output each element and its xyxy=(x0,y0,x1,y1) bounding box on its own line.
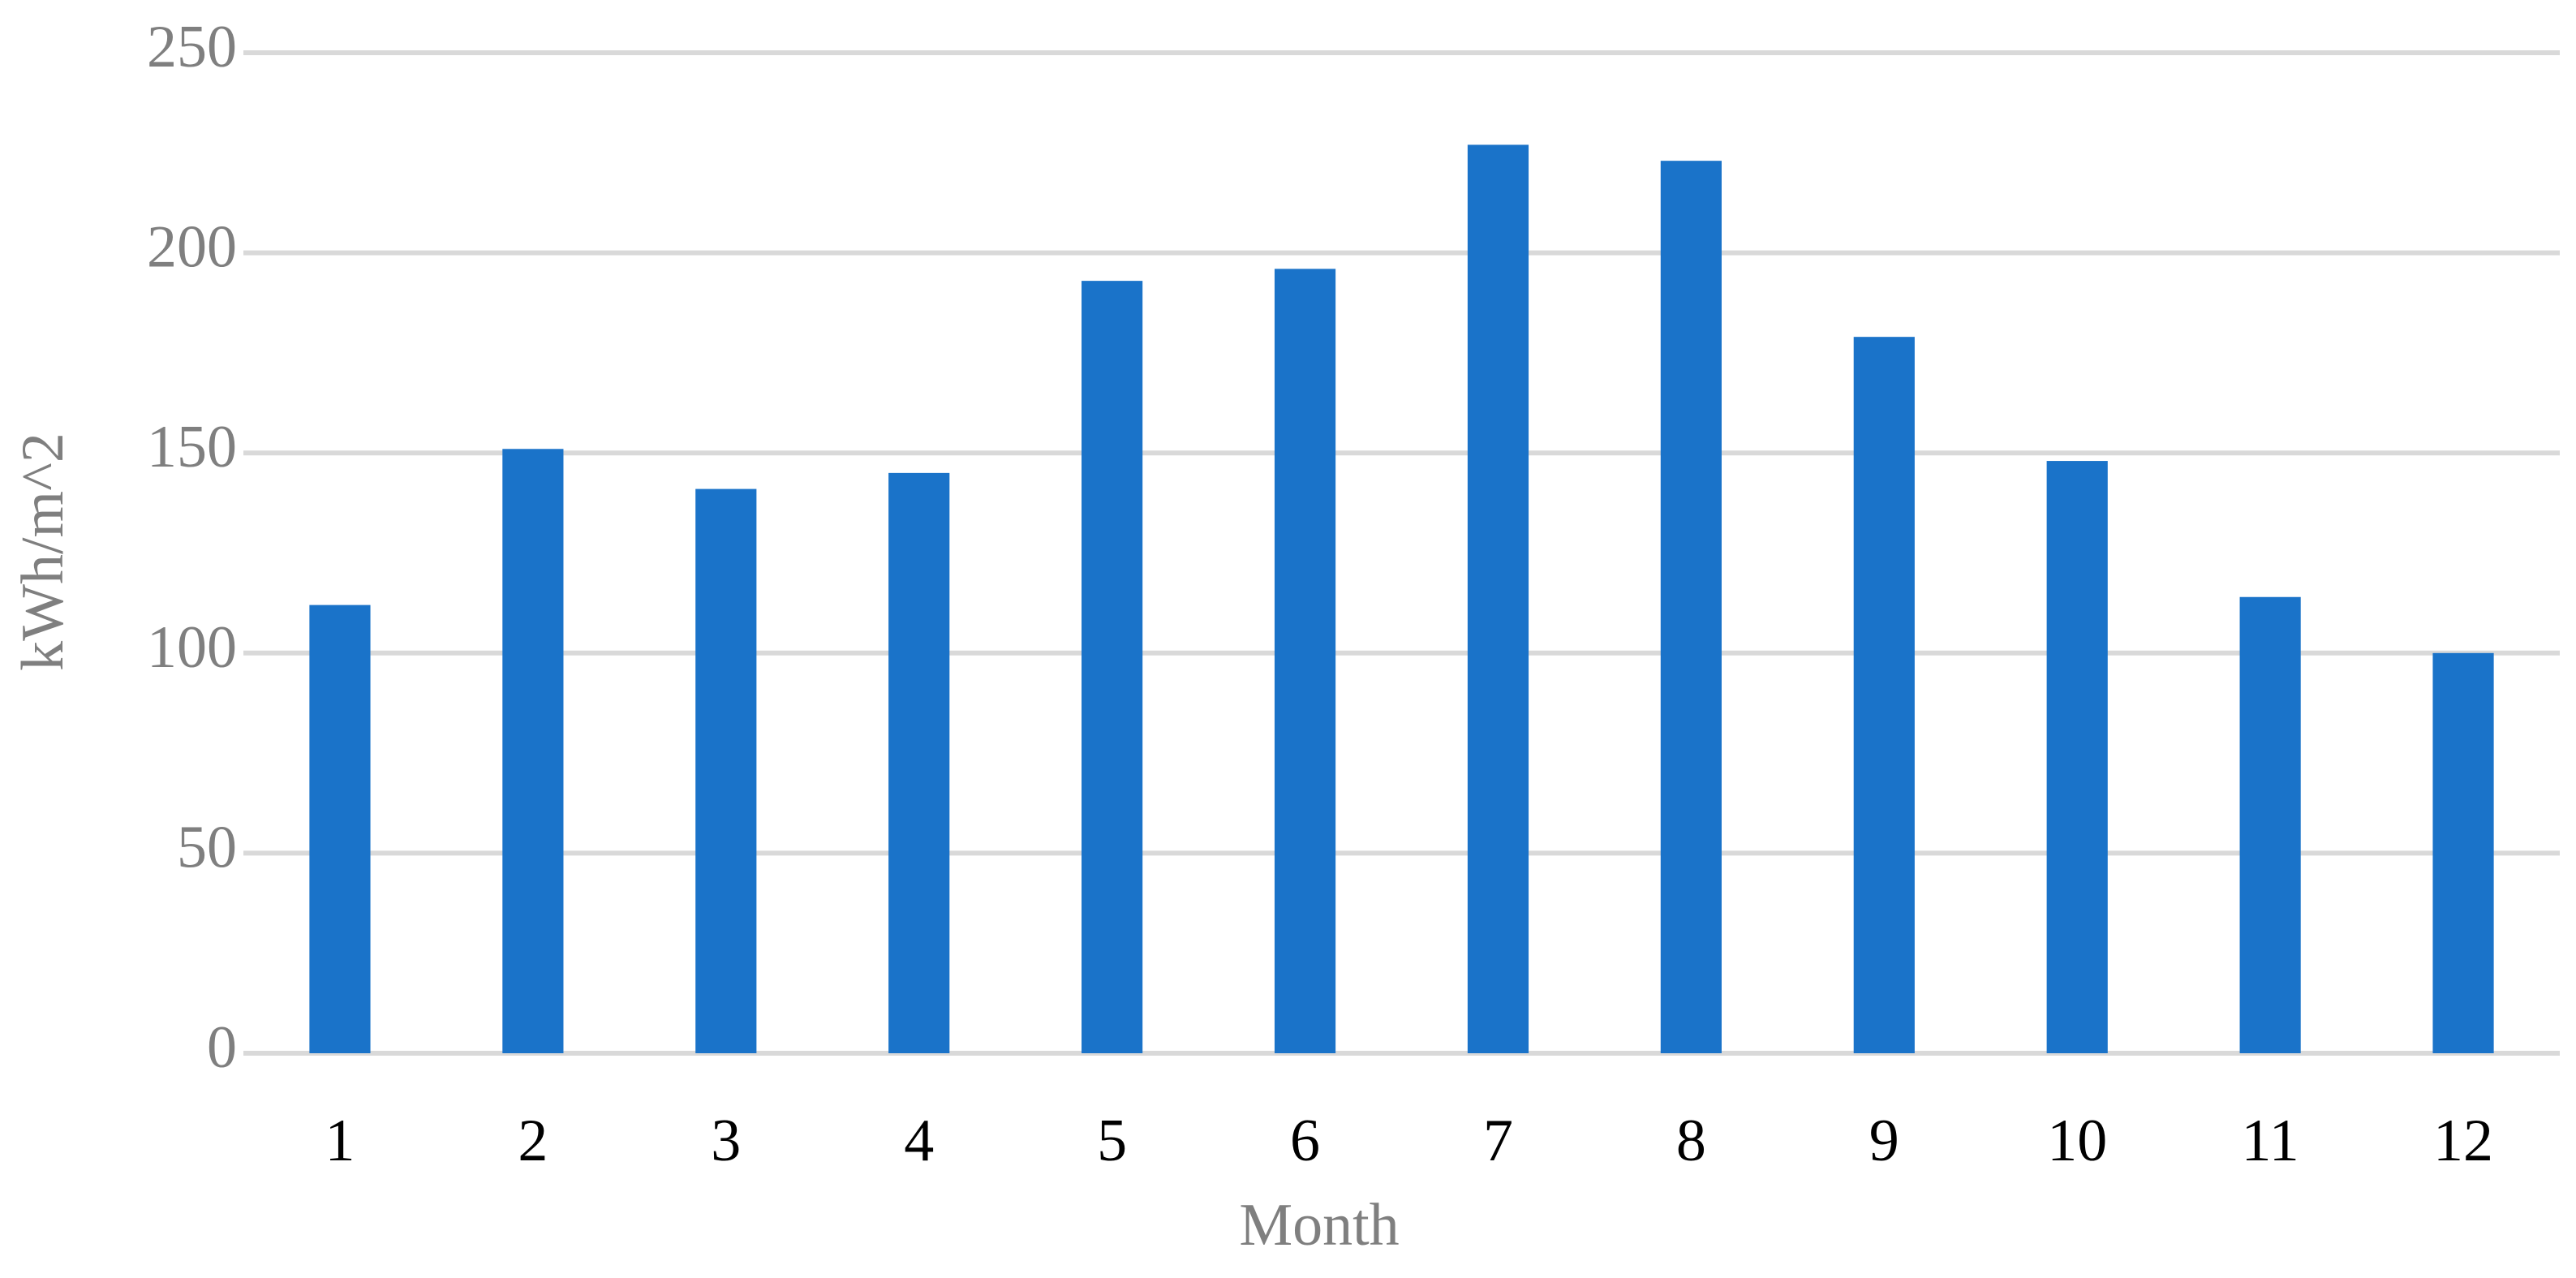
y-tick-label: 50 xyxy=(177,814,237,880)
bar xyxy=(888,472,950,1053)
bar xyxy=(1660,161,1722,1053)
x-tick-label: 4 xyxy=(904,1108,934,1174)
bar xyxy=(2046,461,2108,1053)
x-tick-label: 11 xyxy=(2241,1108,2299,1174)
bar xyxy=(2432,652,2494,1053)
y-tick-label: 0 xyxy=(207,1014,237,1081)
x-axis-title: Month xyxy=(1239,1192,1399,1259)
x-tick-label: 10 xyxy=(2047,1108,2107,1174)
x-tick-label: 2 xyxy=(518,1108,548,1174)
x-tick-label: 8 xyxy=(1676,1108,1706,1174)
bar xyxy=(1082,281,1143,1053)
x-tick-label: 9 xyxy=(1869,1108,1899,1174)
x-tick-label: 5 xyxy=(1097,1108,1127,1174)
bar xyxy=(1853,337,1915,1053)
y-axis-title: kWh/m^2 xyxy=(10,432,76,671)
y-tick-label: 100 xyxy=(147,614,237,681)
bar xyxy=(309,605,371,1053)
x-tick-label: 12 xyxy=(2433,1108,2493,1174)
y-tick-label: 200 xyxy=(147,214,237,281)
bar xyxy=(502,449,564,1053)
y-tick-label: 250 xyxy=(147,14,237,80)
x-tick-label: 1 xyxy=(325,1108,355,1174)
bar xyxy=(2239,596,2301,1053)
bar xyxy=(1467,144,1529,1053)
x-tick-label: 7 xyxy=(1483,1108,1513,1174)
bar xyxy=(1274,269,1336,1053)
bar xyxy=(695,488,757,1053)
y-tick-label: 150 xyxy=(147,414,237,480)
x-tick-label: 6 xyxy=(1290,1108,1320,1174)
x-tick-label: 3 xyxy=(711,1108,741,1174)
